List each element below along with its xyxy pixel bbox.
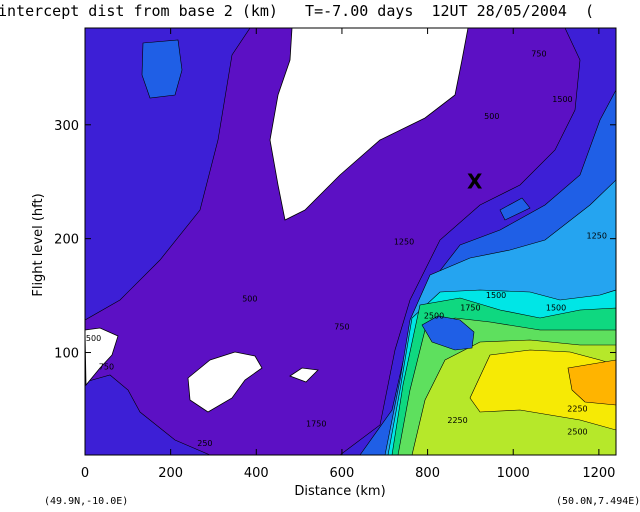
contour-label: 1750	[306, 420, 326, 429]
y-tick-label: 300	[54, 119, 79, 134]
contour-label: 1750	[460, 303, 480, 312]
y-tick-label: 200	[54, 233, 79, 248]
x-tick-label: 400	[244, 466, 269, 481]
contour-label: 1500	[546, 303, 566, 312]
x-tick-label: 1200	[582, 466, 615, 481]
contour-label: 250	[197, 439, 212, 448]
y-axis-label: Flight level (hft)	[31, 193, 46, 296]
x-tick-label: 200	[158, 466, 183, 481]
contour-label: 500	[86, 334, 101, 343]
contour-label: 2500	[424, 311, 444, 320]
x-tick-label: 800	[415, 466, 440, 481]
contour-label: 1250	[587, 232, 607, 241]
contour-label: 750	[99, 363, 114, 372]
x-ticks: 0 200 400 600 800 1000 1200	[81, 28, 615, 481]
x-tick-label: 0	[81, 466, 89, 481]
contour-label: 500	[484, 112, 499, 121]
y-ticks: 100 200 300	[54, 119, 616, 362]
corner-coord-right: (50.0N,7.494E)	[556, 496, 640, 507]
contour-label: 750	[334, 323, 349, 332]
position-marker: X	[467, 170, 483, 194]
contour-label: 1500	[486, 291, 506, 300]
marker-x: X	[467, 170, 483, 194]
x-axis-label: Distance (km)	[294, 484, 385, 499]
y-tick-label: 100	[54, 347, 79, 362]
corner-coord-left: (49.9N,-10.0E)	[44, 496, 129, 507]
contour-fill	[85, 28, 616, 455]
contour-label: 2250	[447, 416, 467, 425]
contour-label: 2500	[567, 428, 587, 437]
contour-label: 750	[531, 49, 546, 58]
contour-label: 500	[242, 294, 257, 303]
x-tick-label: 1000	[497, 466, 530, 481]
contour-label: 1250	[394, 237, 414, 246]
contour-label: 1500	[552, 95, 572, 104]
contour-label: 2250	[567, 405, 587, 414]
x-tick-label: 600	[330, 466, 355, 481]
contour-labels: 500 750 1500 500 750 500 750 1250 2500 1750 1500 15…	[86, 49, 607, 447]
chart-title: intercept dist from base 2 (km) T=-7.00 …	[0, 2, 595, 20]
